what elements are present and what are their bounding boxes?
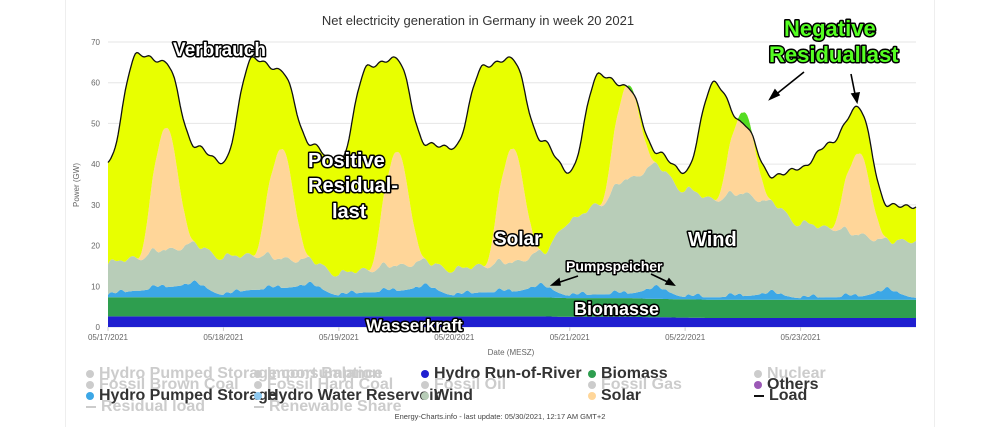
legend-label: Hydro Run-of-River [434, 365, 582, 382]
legend-label: Hydro Pumped Storage [99, 387, 277, 404]
legend-swatch [588, 392, 596, 400]
y-tick-labels: 0 10 20 30 40 50 60 70 [91, 38, 100, 332]
x-tick-2: 05/19/2021 [319, 333, 360, 342]
y-axis-title: Power (GW) [72, 163, 81, 207]
legend-item-fossil-hard-coal[interactable]: Fossil Hard Coal [254, 376, 393, 394]
legend-label: Fossil Oil [434, 376, 507, 393]
x-tick-4: 05/21/2021 [550, 333, 591, 342]
legend-swatch [421, 392, 429, 400]
legend-item-biomass[interactable]: Biomass [588, 365, 668, 383]
legend-item-nuclear[interactable]: Nuclear [754, 365, 826, 383]
legend-label: Residual load [101, 398, 206, 415]
legend-swatch [86, 381, 94, 389]
annotation-positive-line1: Positive [308, 150, 385, 172]
legend-label: Fossil Hard Coal [267, 376, 394, 393]
x-tick-1: 05/18/2021 [203, 333, 244, 342]
annotation-verbrauch: Verbrauch [173, 40, 266, 61]
legend-swatch [86, 392, 94, 400]
y-tick-4: 40 [91, 160, 100, 169]
x-tick-3: 05/20/2021 [434, 333, 475, 342]
x-axis-title: Date (MESZ) [488, 348, 535, 357]
y-tick-3: 30 [91, 201, 100, 210]
credit-line: Energy-Charts.info - last update: 05/30/… [394, 412, 606, 421]
x-tick-0: 05/17/2021 [88, 333, 129, 342]
legend-label: Load [769, 387, 808, 404]
legend-label: Hydro Pumped Storage consumption [99, 365, 382, 382]
legend-label: Renewable Share [269, 398, 402, 415]
annotation-pumpspeicher: Pumpspeicher [566, 258, 663, 274]
legend-swatch [421, 370, 429, 378]
legend-swatch [86, 406, 96, 408]
chart-title: Net electricity generation in Germany in… [322, 13, 634, 28]
annotation-wasserkraft: Wasserkraft [366, 316, 463, 335]
legend-item-hydro-water-reservoir[interactable]: Hydro Water Reservoir [254, 387, 440, 405]
legend-item-fossil-oil[interactable]: Fossil Oil [421, 376, 506, 394]
x-tick-6: 05/23/2021 [781, 333, 822, 342]
chart-frame: Net electricity generation in Germany in… [65, 0, 935, 427]
annotations: Verbrauch Positive Residual- last Solar … [172, 15, 901, 337]
area-solar [108, 85, 916, 277]
legend-swatch [86, 370, 94, 378]
legend-label: Nuclear [767, 365, 826, 382]
legend-swatch [588, 370, 596, 378]
annotation-positive-line2: Residual- [308, 175, 398, 197]
arrow-pumpspeicher-right-head [664, 277, 676, 287]
legend-swatch [254, 370, 262, 378]
arrow-negative-right-head [850, 92, 861, 105]
legend-item-solar[interactable]: Solar [588, 387, 641, 405]
legend-label: Wind [434, 387, 473, 404]
annotation-wind: Wind [688, 229, 737, 251]
y-tick-0: 0 [96, 323, 101, 332]
legend-item-others[interactable]: Others [754, 376, 819, 394]
legend-label: Fossil Brown Coal [99, 376, 239, 393]
legend-label: Solar [601, 387, 642, 404]
legend-label: Hydro Water Reservoir [267, 387, 440, 404]
y-tick-2: 20 [91, 242, 100, 251]
legend-swatch [754, 381, 762, 389]
arrow-pumpspeicher-left-head [549, 277, 561, 286]
y-tick-1: 10 [91, 282, 100, 291]
area-hydro-run-of-river [108, 316, 916, 327]
area-series [107, 51, 917, 327]
legend-item-hydro-run-of-river[interactable]: Hydro Run-of-River [421, 365, 582, 383]
legend-item-residual-load[interactable]: Residual load [86, 398, 205, 416]
chart-svg: Net electricity generation in Germany in… [72, 13, 917, 357]
y-tick-6: 60 [91, 79, 100, 88]
legend-item-renewable-share[interactable]: Renewable Share [254, 398, 402, 416]
y-tick-5: 50 [91, 119, 100, 128]
legend-label: Biomass [601, 365, 668, 382]
annotation-positive-line3: last [332, 201, 367, 223]
area-biomass [108, 297, 916, 318]
area-hydro-pumped-storage [108, 280, 916, 300]
legend-item-fossil-gas[interactable]: Fossil Gas [588, 376, 682, 394]
legend-swatch [254, 392, 262, 400]
arrow-negative-left [773, 71, 805, 97]
legend-swatch [254, 381, 262, 389]
area-residual-load [108, 52, 916, 277]
line-load [107, 51, 917, 210]
legend-swatch [254, 406, 264, 408]
legend-label: Others [767, 376, 819, 393]
arrow-negative-left-head [768, 88, 781, 101]
legend-label: Fossil Gas [601, 376, 682, 393]
annotation-solar: Solar [494, 229, 542, 250]
annotation-biomasse: Biomasse [574, 299, 659, 319]
legend-item-hydro-pumped-storage-consumption[interactable]: Hydro Pumped Storage consumption [86, 365, 382, 383]
legend-label: Import Balance [267, 365, 383, 382]
x-tick-5: 05/22/2021 [665, 333, 706, 342]
area-wind [108, 162, 916, 299]
y-tick-7: 70 [91, 38, 100, 47]
annotation-negative-line2: Residuallast [769, 42, 899, 67]
legend-swatch [588, 381, 596, 389]
legend-item-hydro-pumped-storage[interactable]: Hydro Pumped Storage [86, 387, 277, 405]
annotation-negative-line1: Negative [784, 16, 876, 41]
x-tick-labels: 05/17/2021 05/18/2021 05/19/2021 05/20/2021… [88, 333, 821, 342]
legend-swatch [754, 395, 764, 397]
legend-swatch [421, 381, 429, 389]
legend-swatch [754, 370, 762, 378]
legend-item-load[interactable]: Load [754, 387, 807, 405]
legend-item-import-balance[interactable]: Import Balance [254, 365, 383, 383]
legend-item-wind[interactable]: Wind [421, 387, 473, 405]
legend-item-fossil-brown-coal[interactable]: Fossil Brown Coal [86, 376, 239, 394]
